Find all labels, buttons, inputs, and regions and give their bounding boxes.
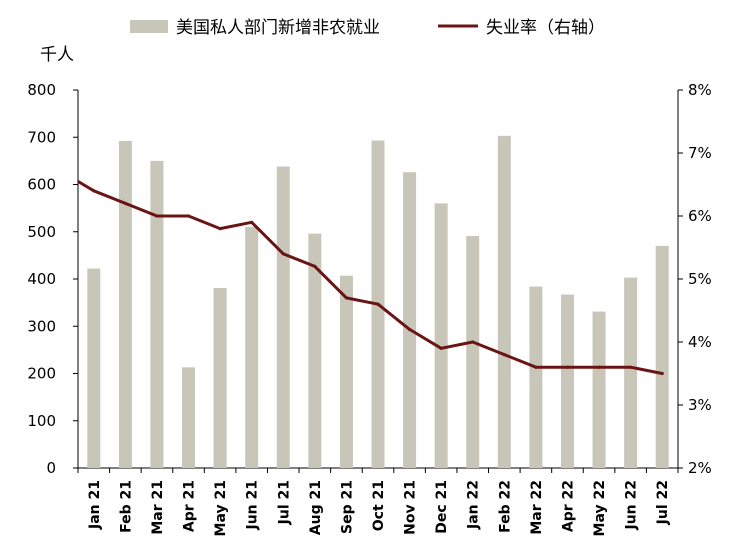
- bar: [245, 227, 259, 468]
- x-axis-category-label: Aug 21: [308, 480, 324, 535]
- line-point: [534, 365, 538, 369]
- bar: [529, 286, 543, 468]
- bar: [276, 166, 290, 469]
- bar: [182, 367, 196, 468]
- left-axis-tick-label: 100: [27, 412, 56, 430]
- bar: [497, 135, 511, 468]
- left-axis-tick-label: 200: [27, 365, 56, 383]
- bar: [118, 141, 132, 468]
- x-axis-category-label: Feb 21: [118, 480, 134, 533]
- line-point: [344, 296, 349, 300]
- bar: [560, 294, 574, 468]
- x-axis-category-label: Jan 22: [466, 480, 482, 530]
- line-point: [313, 264, 317, 268]
- x-axis-category-label: Jun 21: [245, 480, 261, 531]
- bar-series: [87, 135, 669, 469]
- x-axis-category-label: Dec 21: [434, 480, 450, 534]
- x-axis-category-label: May 22: [592, 480, 608, 536]
- bar: [655, 245, 669, 468]
- x-axis-category-label: Apr 21: [182, 480, 198, 532]
- bar: [213, 287, 227, 468]
- legend-line-label: 失业率（右轴）: [486, 18, 605, 38]
- line-point: [186, 214, 191, 218]
- left-axis-tick-label: 400: [27, 270, 56, 288]
- line-point: [471, 340, 475, 344]
- bar: [150, 160, 164, 468]
- line-point: [123, 201, 127, 205]
- line-point: [155, 214, 159, 218]
- bar: [592, 311, 606, 468]
- line-point: [565, 365, 570, 369]
- x-axis-category-label: Mar 21: [150, 480, 166, 535]
- line-point: [407, 327, 412, 331]
- line-point: [629, 365, 633, 369]
- line-point: [218, 227, 222, 231]
- bar: [308, 233, 322, 468]
- bar: [434, 203, 448, 468]
- legend-bar-swatch: [130, 20, 168, 33]
- right-axis-tick-label: 4%: [688, 333, 712, 351]
- left-axis-tick-label: 0: [46, 459, 56, 477]
- x-axis-category-label: Jul 22: [655, 480, 671, 525]
- x-axis-category-label: May 21: [213, 480, 229, 536]
- line-series: [77, 180, 664, 376]
- x-axis-category-label: Feb 22: [497, 480, 513, 533]
- bar: [87, 268, 101, 468]
- right-axis-tick-label: 7%: [688, 144, 712, 162]
- bar: [624, 277, 638, 468]
- line-point: [660, 371, 664, 376]
- x-axis-category-label: Apr 22: [560, 480, 576, 532]
- right-axis-tick-label: 5%: [688, 270, 712, 288]
- unemployment-line: [77, 180, 663, 375]
- x-axis-category-label: Nov 21: [403, 480, 419, 535]
- x-axis-category-label: Jun 22: [624, 480, 640, 531]
- bar: [403, 172, 417, 468]
- line-point: [597, 365, 601, 369]
- legend-bar-label: 美国私人部门新增非农就业: [176, 18, 380, 38]
- left-axis-tick-label: 600: [27, 176, 56, 194]
- line-point: [502, 353, 506, 357]
- right-axis-tick-label: 6%: [688, 207, 712, 225]
- x-axis-category-label: Jul 21: [276, 480, 292, 525]
- bar: [339, 275, 353, 468]
- right-axis-tick-label: 2%: [688, 459, 712, 477]
- left-axis-tick-label: 800: [27, 81, 56, 99]
- right-axis-tick-label: 3%: [688, 396, 712, 414]
- bar: [466, 236, 480, 468]
- line-point: [439, 346, 443, 350]
- x-axis-category-label: Oct 21: [371, 480, 387, 531]
- x-axis-category-label: Jan 21: [87, 480, 103, 530]
- left-axis-tick-label: 300: [27, 317, 56, 335]
- line-point: [250, 220, 254, 224]
- left-axis-tick-label: 700: [27, 128, 56, 146]
- line-point: [281, 252, 285, 256]
- left-axis-unit: 千人: [40, 45, 74, 65]
- line-point: [92, 189, 96, 193]
- x-axis-category-label: Mar 22: [529, 480, 545, 535]
- axes: 0 100 200 300 400 500 600 700 800 2% 3% 4% 5% 6% 7% 8% J…: [27, 81, 711, 536]
- x-axis-category-label: Sep 21: [339, 480, 355, 534]
- legend: 美国私人部门新增非农就业 失业率（右轴）: [130, 18, 605, 38]
- line-point: [376, 302, 380, 306]
- left-axis-tick-label: 500: [27, 223, 56, 241]
- right-axis-tick-label: 8%: [688, 81, 712, 99]
